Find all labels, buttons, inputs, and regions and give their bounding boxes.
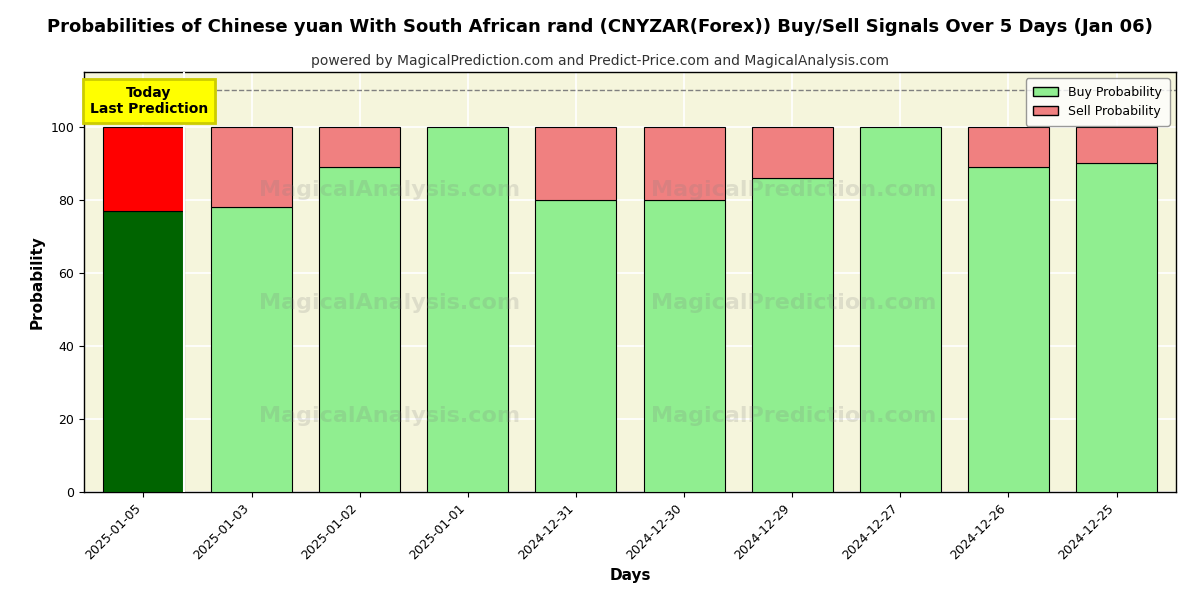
Text: MagicalAnalysis.com: MagicalAnalysis.com	[259, 179, 521, 200]
Y-axis label: Probability: Probability	[30, 235, 44, 329]
Bar	[103, 127, 184, 211]
Bar	[643, 127, 725, 200]
Bar	[319, 167, 401, 492]
Text: MagicalPrediction.com: MagicalPrediction.com	[652, 293, 936, 313]
Text: Probabilities of Chinese yuan With South African rand (CNYZAR(Forex)) Buy/Sell S: Probabilities of Chinese yuan With South…	[47, 18, 1153, 36]
Bar	[968, 167, 1049, 492]
Bar	[103, 211, 184, 492]
X-axis label: Days: Days	[610, 568, 650, 583]
Bar	[643, 200, 725, 492]
Bar	[859, 127, 941, 492]
Bar	[1076, 163, 1157, 492]
Bar	[751, 127, 833, 178]
Text: MagicalPrediction.com: MagicalPrediction.com	[652, 179, 936, 200]
Legend: Buy Probability, Sell Probability: Buy Probability, Sell Probability	[1026, 78, 1170, 125]
Text: Today
Last Prediction: Today Last Prediction	[90, 86, 208, 116]
Text: powered by MagicalPrediction.com and Predict-Price.com and MagicalAnalysis.com: powered by MagicalPrediction.com and Pre…	[311, 54, 889, 68]
Text: MagicalAnalysis.com: MagicalAnalysis.com	[259, 293, 521, 313]
Bar	[427, 127, 509, 492]
Bar	[211, 207, 292, 492]
Text: MagicalAnalysis.com: MagicalAnalysis.com	[259, 406, 521, 427]
Bar	[968, 127, 1049, 167]
Bar	[1076, 127, 1157, 163]
Bar	[535, 127, 617, 200]
Bar	[319, 127, 401, 167]
Text: MagicalPrediction.com: MagicalPrediction.com	[652, 406, 936, 427]
Bar	[535, 200, 617, 492]
Bar	[211, 127, 292, 207]
Bar	[751, 178, 833, 492]
